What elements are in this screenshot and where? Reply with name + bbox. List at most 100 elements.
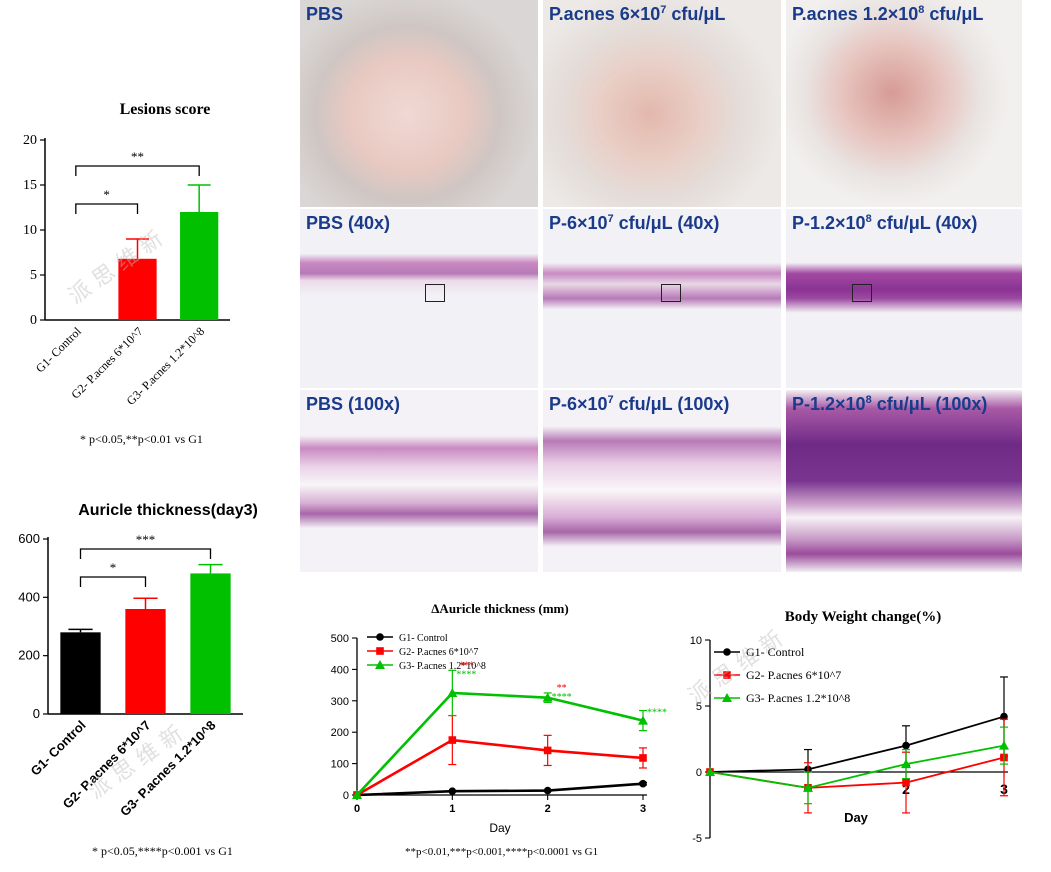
significance-bracket <box>79 548 212 559</box>
photo-label: P.acnes 1.2×108 cfu/μL <box>792 4 984 24</box>
zoom-box <box>425 284 445 302</box>
photo-panel: P-1.2×108 cfu/μL (100x) <box>786 390 1022 572</box>
legend-label: G3- P.acnes 1.2*10^8 <box>746 691 850 705</box>
photo-label: P-1.2×108 cfu/μL (40x) <box>792 213 978 233</box>
data-point <box>723 648 731 656</box>
bar <box>60 632 101 714</box>
y-tick-label: 0 <box>33 706 40 721</box>
data-point <box>543 786 552 795</box>
bar <box>190 573 231 714</box>
y-tick-label: 10 <box>690 635 702 647</box>
data-point <box>448 736 457 744</box>
significance-label: **** <box>647 708 667 719</box>
y-tick-label: 400 <box>18 589 40 604</box>
series-line <box>709 756 1005 789</box>
y-tick-label: 500 <box>331 633 349 645</box>
auricle-thickness-chart: Auricle thickness(day3) 0 200 400 600 G1- Con… <box>0 495 295 845</box>
x-tick-label: 0 <box>354 803 360 815</box>
y-tick-label: 200 <box>331 727 349 739</box>
photo-panel: PBS <box>300 0 538 207</box>
photo-label: P-6×107 cfu/μL (100x) <box>549 394 730 414</box>
y-tick-label: 0 <box>343 790 349 802</box>
lesions-score-chart: Lesions score 0 5 10 15 20 G1- Control G2- P.ac… <box>0 90 290 470</box>
photo-panel: P.acnes 6×107 cfu/μL <box>543 0 781 207</box>
y-tick-label: 0 <box>30 313 37 328</box>
data-point <box>705 767 715 776</box>
series-line <box>709 715 1005 773</box>
chart-title: Body Weight change(%) <box>785 609 941 625</box>
data-point <box>722 693 732 702</box>
x-tick-label: 3 <box>640 803 646 815</box>
series-line <box>356 691 644 796</box>
y-tick-label: 10 <box>23 223 37 238</box>
data-point <box>448 787 457 796</box>
photo-panel: P-6×107 cfu/μL (40x) <box>543 209 781 388</box>
significance-label: **** <box>456 669 476 680</box>
series-line <box>356 738 644 797</box>
body-weight-svg: Body Weight change(%)-5051023DayG1- Cont… <box>690 609 1009 845</box>
y-tick-label: 100 <box>331 759 349 771</box>
photo-panel: P.acnes 1.2×108 cfu/μL <box>786 0 1022 207</box>
category-label: G1- Control <box>33 324 85 376</box>
data-point <box>376 647 384 655</box>
auricle-footnote: * p<0.05,****p<0.001 vs G1 <box>92 844 233 858</box>
photo-panel: PBS (40x) <box>300 209 538 388</box>
photo-panel: P-6×107 cfu/μL (100x) <box>543 390 781 572</box>
delta-footnote: **p<0.01,***p<0.001,****p<0.0001 vs G1 <box>405 846 599 858</box>
significance-label: * <box>110 560 117 575</box>
data-point <box>639 779 647 788</box>
data-point <box>639 754 647 762</box>
y-tick-label: 0 <box>696 767 702 779</box>
bar <box>118 258 157 320</box>
auricle-thickness-svg: Auricle thickness(day3) 0 200 400 600 G1- Con… <box>18 502 258 819</box>
significance-label: *** <box>459 660 474 671</box>
photo-label: P-1.2×108 cfu/μL (100x) <box>792 394 988 414</box>
data-point <box>999 740 1009 750</box>
data-point <box>1000 712 1008 721</box>
delta-thickness-chart: ΔAuricle thickness (mm) 0 100 200 300 400 500 0… <box>325 598 670 848</box>
data-point <box>723 671 731 679</box>
zoom-box <box>661 284 681 302</box>
data-point <box>375 660 385 669</box>
y-tick-label: 5 <box>696 701 702 713</box>
zoom-box <box>852 284 872 302</box>
bar <box>125 609 166 714</box>
y-tick-label: 200 <box>18 648 40 663</box>
photo-label: P.acnes 6×107 cfu/μL <box>549 4 726 24</box>
photo-panel: PBS (100x) <box>300 390 538 572</box>
photo-panel: P-1.2×108 cfu/μL (40x) <box>786 209 1022 388</box>
delta-thickness-svg: ΔAuricle thickness (mm) 0 100 200 300 400 500 0… <box>331 601 667 835</box>
significance-label: ** <box>131 149 144 164</box>
legend-label: G2- P.acnes 6*10^7 <box>746 668 841 682</box>
data-point <box>447 687 458 697</box>
chart-title: Auricle thickness(day3) <box>78 502 258 519</box>
data-point <box>376 633 384 641</box>
significance-bracket <box>75 165 200 176</box>
lesions-footnote: * p<0.05,**p<0.01 vs G1 <box>80 432 203 446</box>
legend-label: G2- P.acnes 6*10^7 <box>399 647 478 658</box>
photo-label: PBS <box>306 4 344 24</box>
legend-label: G1- Control <box>746 645 805 659</box>
y-tick-label: 20 <box>23 133 37 148</box>
x-axis-label: Day <box>844 810 869 825</box>
significance-label: **** <box>552 692 572 703</box>
legend-label: G3- P.acnes 1.2*10^8 <box>399 661 486 672</box>
data-point <box>543 746 552 755</box>
category-label: G1- Control <box>27 718 88 779</box>
bar <box>180 212 219 320</box>
data-point <box>542 692 553 702</box>
y-tick-label: 600 <box>18 531 40 546</box>
photo-label: PBS (100x) <box>306 394 401 414</box>
legend-label: G1- Control <box>399 633 448 644</box>
series-line <box>356 782 644 797</box>
y-tick-label: 300 <box>331 696 349 708</box>
y-tick-label: 15 <box>23 178 37 193</box>
significance-label: ** <box>557 683 567 694</box>
photo-label: PBS (40x) <box>306 213 391 233</box>
photo-label: P-6×107 cfu/μL (40x) <box>549 213 720 233</box>
significance-label: *** <box>136 532 156 547</box>
y-tick-label: 5 <box>30 268 37 283</box>
data-point <box>638 715 648 725</box>
significance-bracket <box>75 203 139 214</box>
x-tick-label: 2 <box>545 803 551 815</box>
